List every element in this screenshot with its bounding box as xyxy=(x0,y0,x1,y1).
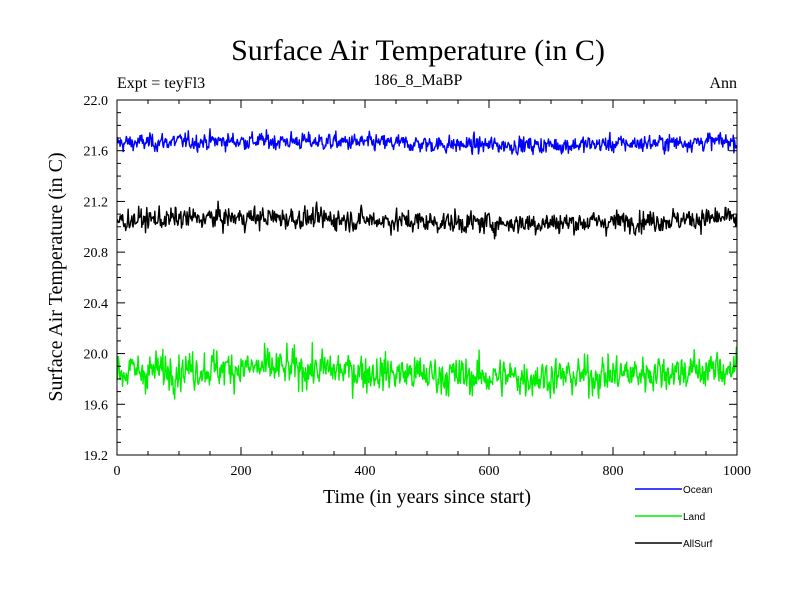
series-line-land xyxy=(116,341,738,400)
legend-label-allsurf: AllSurf xyxy=(683,539,713,550)
y-tick-label: 22.0 xyxy=(84,94,109,109)
x-tick-label: 1000 xyxy=(723,464,751,479)
x-tick-label: 200 xyxy=(231,464,252,479)
season-label: Ann xyxy=(709,75,737,92)
y-tick-label: 20.0 xyxy=(84,348,109,363)
legend-label-land: Land xyxy=(683,512,705,523)
y-axis-label: Surface Air Temperature (in C) xyxy=(45,152,67,401)
x-tick-label: 0 xyxy=(114,464,121,479)
series-line-allsurf xyxy=(116,200,738,240)
y-tick-label: 19.2 xyxy=(84,449,109,464)
x-axis-label: Time (in years since start) xyxy=(323,486,531,508)
axis-layer: 0 200 400 600 800 1000 19.2 19.6 20.0 20.4 20.8 21.… xyxy=(84,94,752,479)
y-tick-label: 21.6 xyxy=(84,145,109,160)
y-tick-label: 21.2 xyxy=(84,195,109,210)
x-tick-label: 600 xyxy=(479,464,500,479)
plot-frame xyxy=(116,99,738,456)
x-tick-label: 800 xyxy=(603,464,624,479)
series-line-ocean xyxy=(116,128,738,156)
legend-label-ocean: Ocean xyxy=(683,485,712,496)
legend: Ocean Land AllSurf xyxy=(635,485,713,550)
chart-title: Surface Air Temperature (in C) xyxy=(231,34,605,67)
y-tick-label: 19.6 xyxy=(84,398,109,413)
y-tick-label: 20.8 xyxy=(84,246,109,261)
x-tick-label: 400 xyxy=(355,464,376,479)
series-layer xyxy=(116,128,738,400)
experiment-label: Expt = teyFl3 xyxy=(117,75,205,92)
y-tick-label: 20.4 xyxy=(84,297,109,312)
chart-subtitle: 186_8_MaBP xyxy=(374,72,463,89)
